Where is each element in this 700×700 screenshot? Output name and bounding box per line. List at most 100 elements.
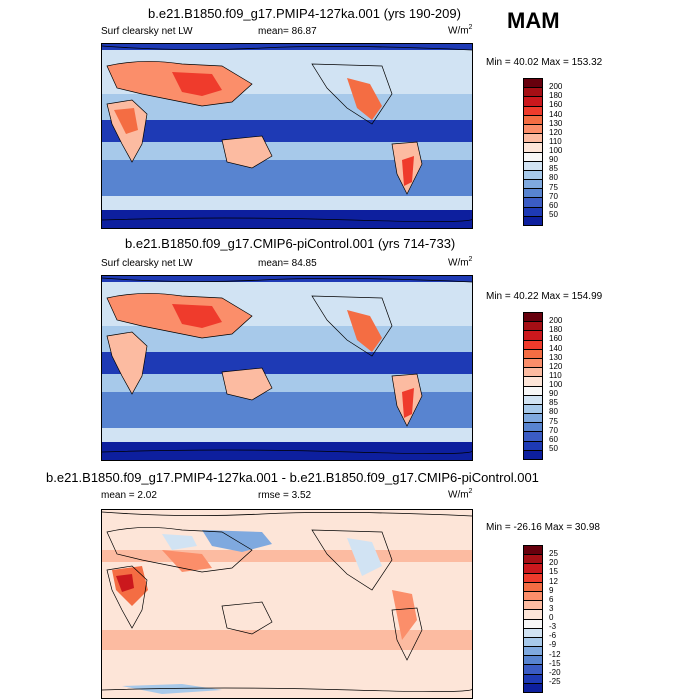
colorbar-swatch [524,198,542,208]
colorbar-label: -12 [549,649,561,659]
colorbar-swatch [524,313,542,323]
panel-2-colorbar: 200 180 160 140 130 120 110 100 90 85 80 75 70 60 50 [523,312,583,460]
colorbar-label: -20 [549,667,561,677]
colorbar-swatch [524,628,542,638]
colorbar-swatch [524,189,542,199]
colorbar-label: 110 [549,136,562,146]
colorbar-swatch [524,88,542,98]
colorbar-label: 180 [549,325,563,335]
colorbar-swatch [524,573,542,583]
colorbar-swatch [524,441,542,451]
panel-2-variable: Surf clearsky net LW [101,258,193,269]
colorbar-swatch [524,170,542,181]
colorbar-swatch [524,414,542,424]
panel-2-map [101,275,473,461]
colorbar-swatch [524,216,542,225]
colorbar-swatch [524,683,542,692]
colorbar-swatch [524,582,542,592]
colorbar-label: 75 [549,416,558,426]
panel-3-colorbar: 25 20 15 12 9 6 3 0 -3 -6 -9 -12 -15 -20 -25 [523,545,583,693]
panel-2-title: b.e21.B1850.f09_g17.CMIP6-piControl.001 … [125,236,456,251]
panel-3-minmax: Min = -26.16 Max = 30.98 [486,522,600,533]
colorbar-swatch [524,450,542,459]
colorbar-swatch [524,134,542,144]
panel-1-variable: Surf clearsky net LW [101,26,193,37]
colorbar-label: 110 [549,370,562,380]
panel-3-rmse: rmse = 3.52 [258,490,312,501]
colorbar-swatch [524,106,542,116]
colorbar-swatch [524,674,542,684]
colorbar-label: 70 [549,425,558,435]
colorbar-label: 160 [549,100,563,110]
panel-2-minmax: Min = 40.22 Max = 154.99 [486,291,603,302]
season-label: MAM [507,8,560,33]
colorbar-label: 130 [549,352,563,362]
panel-3-colorbar-swatches [523,545,543,693]
colorbar-swatch [524,124,542,135]
colorbar-swatch [524,143,542,153]
colorbar-label: 140 [549,343,563,353]
colorbar-label: 85 [549,164,558,174]
colorbar-swatch [524,207,542,217]
colorbar-label: 50 [549,443,558,453]
panel-1-colorbar-swatches [523,78,543,226]
colorbar-label: 85 [549,398,558,408]
colorbar-label: -15 [549,658,561,668]
colorbar-swatch [524,423,542,433]
colorbar-swatch [524,591,542,602]
colorbar-label: 60 [549,200,558,210]
colorbar-swatch [524,349,542,359]
colorbar-swatch [524,180,542,190]
colorbar-label: -6 [549,631,557,641]
colorbar-swatch [524,637,542,648]
colorbar-label: 70 [549,191,558,201]
colorbar-label: 9 [549,585,554,595]
colorbar-label: 60 [549,434,558,444]
colorbar-label: -25 [549,676,561,686]
colorbar-label: 140 [549,109,563,119]
colorbar-label: 6 [549,594,554,604]
colorbar-label: -3 [549,622,557,632]
colorbar-swatch [524,386,542,396]
colorbar-swatch [524,404,542,415]
colorbar-label: 130 [549,118,563,128]
colorbar-swatch [524,79,542,89]
colorbar-label: 100 [549,146,563,155]
colorbar-swatch [524,331,542,341]
colorbar-label: 80 [549,407,558,417]
colorbar-label: 90 [549,389,558,399]
panel-3-title: b.e21.B1850.f09_g17.PMIP4-127ka.001 - b.… [46,470,539,485]
colorbar-label: 0 [549,613,554,622]
colorbar-label: 120 [549,127,563,137]
colorbar-swatch [524,377,542,387]
colorbar-swatch [524,340,542,350]
panel-2-units: W/m2 [448,256,473,269]
panel-2-colorbar-swatches [523,312,543,460]
colorbar-label: 20 [549,558,558,568]
colorbar-swatch [524,97,542,107]
colorbar-swatch [524,665,542,675]
colorbar-label: 160 [549,334,563,344]
colorbar-label: 80 [549,173,558,183]
panel-1-units: W/m2 [448,24,473,37]
colorbar-label: 120 [549,361,563,371]
colorbar-swatch [524,619,542,629]
colorbar-swatch [524,152,542,162]
colorbar-swatch [524,368,542,378]
colorbar-swatch [524,564,542,574]
colorbar-label: 25 [549,549,558,559]
colorbar-swatch [524,601,542,611]
panel-2-mean: mean= 84.85 [258,258,317,269]
panel-3-map [101,509,473,699]
panel-1-colorbar: 200 180 160 140 130 120 110 100 90 85 80 75 70 60 50 [523,78,583,226]
colorbar-swatch [524,432,542,442]
panel-1-title: b.e21.B1850.f09_g17.PMIP4-127ka.001 (yrs… [148,6,461,21]
panel-1-minmax: Min = 40.02 Max = 153.32 [486,57,603,68]
colorbar-label: 100 [549,380,563,389]
panel-1-map [101,43,473,229]
colorbar-label: 90 [549,155,558,165]
colorbar-swatch [524,395,542,405]
colorbar-label: 50 [549,209,558,219]
colorbar-label: 15 [549,567,558,577]
colorbar-label: 12 [549,576,558,586]
